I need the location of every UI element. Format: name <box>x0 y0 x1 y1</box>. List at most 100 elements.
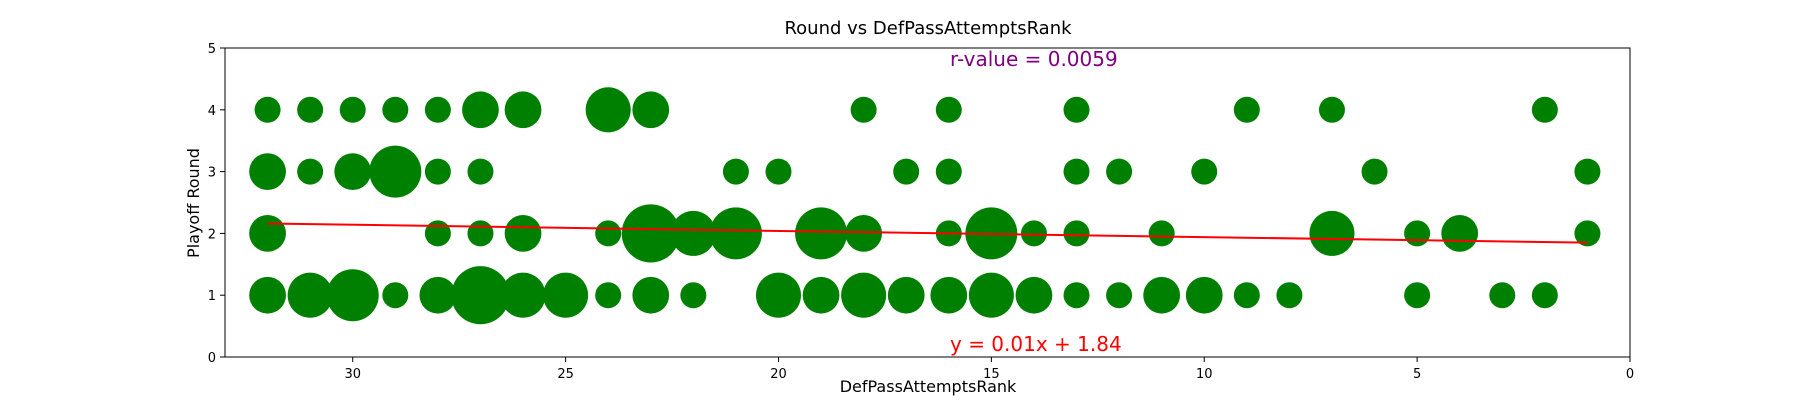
data-point-65 <box>968 272 1014 318</box>
data-point-26 <box>1106 158 1133 185</box>
data-point-35 <box>621 204 680 263</box>
data-point-8 <box>632 91 670 129</box>
data-point-66 <box>1015 276 1053 314</box>
y-axis-label: Playoff Round <box>184 148 203 258</box>
data-point-27 <box>1191 158 1218 185</box>
y-axis-ticks: 0 1 2 3 4 5 <box>208 42 225 366</box>
data-point-38 <box>795 207 848 260</box>
data-point-50 <box>287 272 333 318</box>
data-point-39 <box>845 215 883 252</box>
data-point-21 <box>722 158 749 185</box>
chart-title: Round vs DefPassAttemptsRank <box>784 18 1072 39</box>
data-point-36 <box>670 210 716 256</box>
data-point-37 <box>709 207 762 260</box>
data-point-59 <box>680 282 707 309</box>
data-point-74 <box>1489 282 1516 309</box>
data-point-57 <box>595 282 622 309</box>
data-point-56 <box>543 272 589 318</box>
data-point-2 <box>339 96 366 123</box>
data-point-64 <box>930 276 968 314</box>
x-tick-label-20: 20 <box>770 367 787 382</box>
x-tick-label-5: 5 <box>1413 367 1421 382</box>
data-point-67 <box>1063 282 1090 309</box>
data-point-7 <box>585 87 631 133</box>
data-point-42 <box>1020 220 1047 247</box>
data-point-32 <box>467 220 494 247</box>
y-tick-label-2: 2 <box>208 227 216 242</box>
y-tick-label-0: 0 <box>208 351 216 366</box>
data-point-12 <box>1233 96 1260 123</box>
data-point-9 <box>850 96 877 123</box>
data-point-13 <box>1318 96 1345 123</box>
data-point-19 <box>424 158 451 185</box>
data-point-24 <box>935 158 962 185</box>
y-tick-label-4: 4 <box>208 104 216 119</box>
data-point-70 <box>1185 276 1223 314</box>
data-point-11 <box>1063 96 1090 123</box>
data-point-55 <box>500 272 546 318</box>
data-point-34 <box>595 220 622 247</box>
data-point-20 <box>467 158 494 185</box>
data-point-60 <box>755 272 802 318</box>
regression-equation-annotation: y = 0.01x + 1.84 <box>950 332 1122 356</box>
data-point-23 <box>893 158 920 185</box>
data-point-62 <box>841 272 887 318</box>
data-point-29 <box>1574 158 1601 185</box>
data-point-4 <box>424 96 451 123</box>
data-point-53 <box>419 276 457 314</box>
data-point-68 <box>1106 282 1133 309</box>
x-tick-label-15: 15 <box>983 367 1000 382</box>
data-point-44 <box>1148 220 1175 247</box>
x-tick-label-0: 0 <box>1626 367 1634 382</box>
data-point-48 <box>1574 220 1601 247</box>
data-point-72 <box>1276 282 1303 309</box>
data-point-10 <box>935 96 962 123</box>
data-point-54 <box>451 266 510 325</box>
data-point-43 <box>1063 220 1090 247</box>
data-point-15 <box>249 153 286 190</box>
data-point-31 <box>424 220 451 247</box>
data-point-16 <box>297 158 324 185</box>
data-point-28 <box>1361 158 1388 185</box>
x-axis-ticks: 30 25 20 15 10 5 0 <box>344 357 1634 382</box>
data-point-46 <box>1404 220 1431 247</box>
data-point-0 <box>254 96 281 123</box>
data-point-30 <box>249 215 286 252</box>
data-point-47 <box>1441 215 1479 252</box>
data-point-25 <box>1063 158 1090 185</box>
x-tick-label-25: 25 <box>557 367 574 382</box>
data-point-45 <box>1309 210 1355 256</box>
data-point-71 <box>1233 282 1260 309</box>
x-tick-label-10: 10 <box>1196 367 1213 382</box>
data-point-33 <box>504 215 542 252</box>
data-point-1 <box>297 96 324 123</box>
data-point-73 <box>1404 282 1431 309</box>
r-value-annotation: r-value = 0.0059 <box>950 47 1118 71</box>
data-point-58 <box>632 276 670 314</box>
points-layer <box>249 87 1601 325</box>
y-tick-label-3: 3 <box>208 166 216 181</box>
regression-line-layer <box>267 222 1588 244</box>
x-tick-label-30: 30 <box>344 367 361 382</box>
data-point-18 <box>369 145 422 198</box>
data-point-17 <box>334 153 372 190</box>
y-tick-label-1: 1 <box>208 289 216 304</box>
data-point-52 <box>382 282 409 309</box>
data-point-63 <box>887 276 925 314</box>
data-point-6 <box>504 91 542 129</box>
regression-line <box>267 222 1588 244</box>
data-point-75 <box>1531 282 1558 309</box>
data-point-51 <box>326 269 379 322</box>
x-axis-label: DefPassAttemptsRank <box>840 377 1017 396</box>
data-point-14 <box>1531 96 1558 123</box>
data-point-22 <box>765 158 792 185</box>
plot-frame <box>224 47 1631 358</box>
data-point-61 <box>802 276 840 314</box>
data-point-69 <box>1143 276 1181 314</box>
data-point-5 <box>462 91 499 129</box>
data-point-49 <box>249 276 286 314</box>
y-tick-label-5: 5 <box>208 42 216 57</box>
data-point-3 <box>382 96 409 123</box>
